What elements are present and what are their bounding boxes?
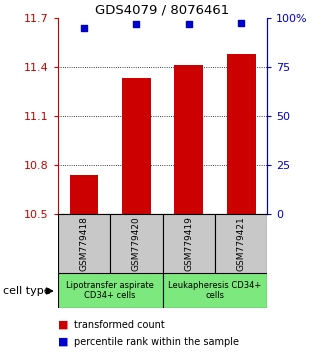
Bar: [110, 214, 162, 273]
Point: [134, 21, 139, 27]
Text: ■: ■: [58, 320, 68, 330]
Text: GSM779418: GSM779418: [80, 216, 88, 271]
Text: ■: ■: [58, 337, 68, 347]
Text: cell type: cell type: [3, 286, 51, 296]
Bar: [122, 78, 151, 214]
Title: GDS4079 / 8076461: GDS4079 / 8076461: [95, 4, 230, 17]
Text: Lipotransfer aspirate
CD34+ cells: Lipotransfer aspirate CD34+ cells: [66, 281, 154, 300]
Point: [239, 20, 244, 25]
Bar: [58, 273, 162, 308]
Point: [186, 21, 191, 27]
Bar: [70, 175, 98, 214]
Bar: [162, 273, 267, 308]
Bar: [162, 214, 215, 273]
Bar: [174, 65, 203, 214]
Text: GSM779419: GSM779419: [184, 216, 193, 271]
Text: GSM779421: GSM779421: [237, 216, 246, 271]
Bar: [58, 214, 110, 273]
Text: transformed count: transformed count: [74, 320, 165, 330]
Text: percentile rank within the sample: percentile rank within the sample: [74, 337, 239, 347]
Bar: [215, 214, 267, 273]
Point: [81, 25, 86, 30]
Text: Leukapheresis CD34+
cells: Leukapheresis CD34+ cells: [168, 281, 262, 300]
Bar: [227, 54, 255, 214]
Text: GSM779420: GSM779420: [132, 216, 141, 271]
